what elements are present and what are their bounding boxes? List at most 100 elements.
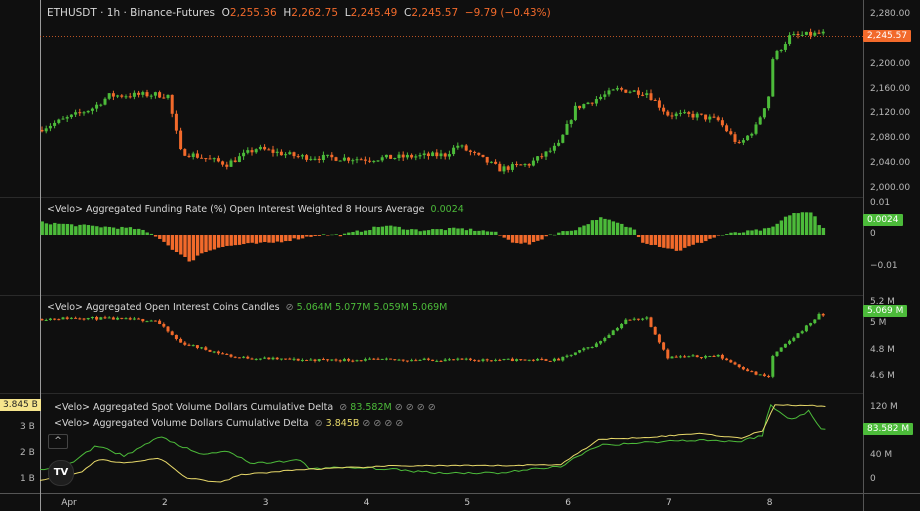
oi-candle bbox=[321, 359, 325, 361]
oi-legend[interactable]: <Velo> Aggregated Open Interest Coins Ca… bbox=[47, 302, 447, 314]
oi-candle bbox=[515, 359, 519, 362]
funding-bar bbox=[624, 226, 628, 235]
time-axis-border bbox=[0, 493, 920, 494]
funding-bar bbox=[552, 234, 557, 236]
oi-candle bbox=[74, 317, 78, 319]
tradingview-logo[interactable]: TV bbox=[48, 460, 74, 486]
price-candle bbox=[439, 153, 443, 157]
funding-bar bbox=[506, 235, 511, 240]
price-candle bbox=[804, 31, 808, 35]
funding-bar bbox=[183, 235, 187, 257]
oi-candle bbox=[111, 317, 115, 320]
funding-bar bbox=[292, 235, 296, 239]
close-value: 2,245.57 bbox=[411, 7, 459, 19]
price-candle bbox=[69, 114, 73, 118]
funding-bar bbox=[275, 235, 280, 242]
price-candle bbox=[641, 94, 645, 96]
funding-bar bbox=[561, 231, 565, 235]
oi-candle bbox=[603, 337, 607, 342]
spot-cvd-legend[interactable]: <Velo> Aggregated Spot Volume Dollars Cu… bbox=[54, 402, 436, 414]
price-candle bbox=[758, 117, 762, 125]
oi-candle bbox=[53, 318, 57, 320]
collapse-pane-button[interactable]: ^ bbox=[48, 434, 68, 449]
price-candle bbox=[691, 113, 695, 118]
oi-candle bbox=[132, 318, 136, 320]
price-candle bbox=[355, 159, 359, 161]
funding-bar bbox=[120, 226, 124, 235]
funding-bar bbox=[578, 227, 582, 235]
funding-bar bbox=[359, 231, 364, 235]
axis-label: 3 B bbox=[20, 422, 35, 432]
funding-bar bbox=[603, 218, 607, 235]
oi-candle bbox=[628, 319, 632, 321]
oi-candle bbox=[447, 359, 451, 361]
crosshair-vertical-line bbox=[40, 0, 41, 511]
hidden-icon: ⊘ bbox=[339, 402, 348, 413]
oi-candle bbox=[271, 357, 275, 360]
price-candle bbox=[200, 157, 204, 159]
price-candle bbox=[53, 122, 57, 126]
funding-bar bbox=[187, 235, 191, 262]
price-candle bbox=[452, 147, 456, 155]
funding-bar bbox=[632, 229, 637, 235]
oi-candle bbox=[90, 316, 94, 318]
funding-bar bbox=[309, 235, 313, 237]
price-candle bbox=[116, 95, 120, 97]
oi-candle bbox=[456, 358, 460, 360]
axis-label: 2,000.00 bbox=[870, 182, 911, 193]
funding-bar bbox=[804, 212, 809, 235]
price-candle bbox=[431, 152, 435, 157]
pane-separator[interactable] bbox=[0, 197, 863, 198]
funding-bar bbox=[271, 235, 275, 243]
price-candle bbox=[695, 113, 699, 118]
price-candle bbox=[376, 160, 380, 162]
funding-bar bbox=[527, 235, 532, 245]
funding-bar bbox=[61, 223, 65, 235]
oi-candle bbox=[99, 317, 103, 320]
total-cvd-legend[interactable]: <Velo> Aggregated Volume Dollars Cumulat… bbox=[54, 418, 403, 430]
oi-candle bbox=[389, 358, 393, 360]
oi-candle bbox=[309, 359, 313, 361]
pane-separator[interactable] bbox=[0, 295, 863, 296]
price-candle bbox=[636, 90, 640, 95]
oi-candle bbox=[292, 358, 296, 360]
oi-candle bbox=[800, 331, 804, 334]
price-candle bbox=[128, 96, 132, 98]
funding-bar bbox=[162, 235, 166, 242]
funding-bar bbox=[565, 231, 569, 235]
price-candle bbox=[683, 112, 687, 114]
funding-bar bbox=[137, 228, 141, 235]
oi-candle bbox=[359, 360, 363, 362]
axis-label: 0 bbox=[870, 229, 876, 239]
price-candle bbox=[309, 158, 313, 160]
oi-candle bbox=[166, 326, 170, 332]
pane-separator[interactable] bbox=[0, 393, 863, 394]
oi-candle bbox=[153, 320, 157, 322]
price-candle bbox=[380, 157, 384, 161]
time-label: 3 bbox=[262, 498, 269, 508]
funding-bar bbox=[464, 230, 469, 235]
funding-bar bbox=[468, 228, 473, 235]
funding-bar bbox=[594, 219, 599, 235]
oi-candle bbox=[817, 313, 821, 320]
price-candle bbox=[338, 160, 342, 162]
price-candle bbox=[645, 93, 649, 96]
price-candle bbox=[720, 120, 724, 126]
spot-cvd-value: 83.582M bbox=[350, 402, 392, 413]
oi-candle bbox=[183, 342, 187, 345]
funding-bar bbox=[376, 227, 380, 235]
funding-bar bbox=[153, 235, 158, 237]
oi-candle bbox=[666, 349, 670, 359]
symbol-legend[interactable]: ETHUSDT · 1h · Binance-Futures O2,255.36… bbox=[47, 7, 551, 20]
oi-candle bbox=[162, 323, 166, 327]
funding-bar bbox=[540, 235, 544, 240]
price-candle bbox=[292, 152, 296, 157]
oi-candle bbox=[141, 318, 145, 322]
oi-candle bbox=[212, 351, 216, 353]
funding-bar bbox=[645, 235, 649, 244]
funding-legend[interactable]: <Velo> Aggregated Funding Rate (%) Open … bbox=[47, 204, 464, 216]
price-candle bbox=[523, 164, 527, 166]
funding-bar bbox=[380, 226, 385, 235]
funding-last-tag: 0.0024 bbox=[863, 214, 903, 226]
